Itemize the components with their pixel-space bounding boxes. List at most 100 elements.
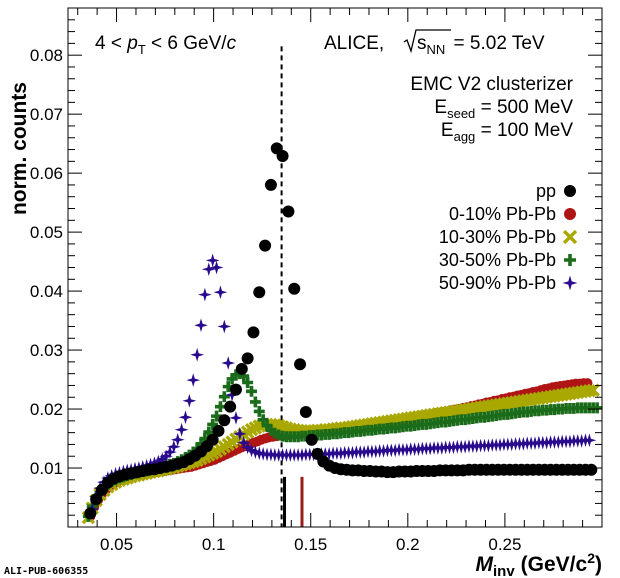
pt-label-pre: 4 < (95, 33, 127, 54)
legend-label: 10-30% Pb-Pb (439, 227, 556, 247)
data-point (224, 400, 237, 413)
eseed-sub: seed (447, 106, 475, 121)
data-point (206, 433, 219, 446)
legend-marker (562, 229, 578, 245)
data-point (259, 239, 272, 252)
data-point (221, 356, 236, 370)
alice-label-pre: ALICE, (324, 33, 384, 54)
data-point (248, 445, 263, 459)
alice-label-post: = 5.02 TeV (448, 33, 545, 54)
data-point (178, 410, 193, 425)
data-point (236, 435, 251, 450)
data-point (194, 318, 208, 333)
legend-marker (564, 208, 576, 220)
y-tick-label: 0.02 (30, 400, 63, 419)
data-point (205, 253, 220, 268)
data-point (582, 433, 597, 448)
sqrt-sign-icon (403, 29, 451, 54)
data-point (249, 396, 261, 408)
data-point (207, 418, 219, 430)
data-point (198, 287, 212, 302)
x-axis-title: Minv (GeV/c2) (475, 550, 602, 578)
legend: pp 0-10% Pb-Pb 10-30% Pb-Pb 30-50% Pb-Pb 50-… (439, 181, 578, 293)
pt-label-post: < 6 GeV/ (146, 33, 228, 54)
data-point (190, 347, 205, 362)
data-point (218, 391, 230, 403)
series-pp (84, 142, 598, 520)
y-tick-label: 0.06 (30, 164, 63, 183)
data-point (257, 414, 269, 426)
y-tick-label: 0.01 (30, 459, 63, 478)
x-tick-label: 0.2 (396, 535, 420, 554)
data-point (246, 385, 257, 397)
x-axis-title-main: M (475, 553, 493, 576)
legend-marker (564, 185, 576, 197)
y-tick-label: 0.03 (30, 341, 63, 360)
alice-label-s: s (417, 33, 427, 54)
eseed-label: Eseed = 500 MeV (434, 97, 573, 121)
data-point (163, 445, 177, 459)
y-tick-label: 0.04 (30, 282, 63, 301)
eagg-label: Eagg = 100 MeV (441, 120, 573, 144)
clusterizer-label: EMC V2 clusterizer (410, 74, 573, 95)
y-axis-title: norm. counts (8, 82, 31, 215)
data-point (213, 285, 228, 300)
x-axis-title-sub: inv (493, 563, 515, 578)
data-point (244, 443, 259, 458)
plot-area (81, 46, 603, 527)
data-point (235, 362, 248, 375)
data-point (253, 286, 266, 299)
data-point (209, 260, 224, 275)
data-point (84, 507, 97, 520)
data-point (288, 282, 301, 295)
data-point (166, 439, 181, 454)
data-point (186, 373, 201, 388)
alice-label-sub: NN (427, 42, 446, 57)
x-tick-label: 0.15 (294, 535, 327, 554)
y-tick-label: 0.05 (30, 223, 63, 242)
publication-id: ALI-PUB-606355 (4, 566, 88, 577)
data-point (212, 424, 225, 437)
data-point (586, 383, 600, 397)
x-axis-title-sup: 2 (587, 550, 595, 566)
x-axis-title-close: ) (595, 553, 602, 576)
pt-label-p: p (126, 33, 138, 54)
pt-label-c: c (227, 33, 237, 54)
legend-marker (562, 275, 578, 291)
eagg-post: = 100 MeV (475, 120, 573, 141)
data-point (299, 405, 312, 418)
pt-range-label: 4 < pT < 6 GeV/c (95, 33, 237, 57)
data-point (264, 178, 277, 191)
data-point (241, 352, 254, 365)
x-tick-label: 0.05 (100, 535, 133, 554)
y-tick-label: 0.08 (30, 46, 63, 65)
eagg-sub: agg (454, 129, 476, 144)
data-point (247, 326, 260, 339)
eseed-e: E (434, 97, 447, 118)
legend-label: pp (536, 181, 556, 201)
data-point (232, 426, 247, 441)
data-point (201, 262, 216, 277)
data-point (294, 358, 307, 371)
data-point (242, 377, 254, 388)
y-tick-label: 0.07 (30, 105, 63, 124)
data-point (170, 432, 185, 447)
svg-text:sNN = 5.02 TeV: sNN = 5.02 TeV (417, 33, 545, 57)
data-point (282, 205, 295, 218)
data-point (276, 150, 289, 163)
data-point (90, 493, 103, 506)
data-point (174, 422, 189, 437)
x-tick-label: 0.25 (488, 535, 521, 554)
pt-label-sub: T (138, 42, 146, 57)
data-point (214, 401, 226, 413)
axes: 0.05 0.1 0.15 0.2 0.25 0.01 0.02 0.03 0.04 0.05 0.… (30, 7, 603, 554)
legend-marker (564, 254, 576, 266)
eseed-post: = 500 MeV (475, 97, 573, 118)
data-point (218, 414, 231, 427)
data-point (182, 393, 197, 408)
data-point (159, 449, 173, 464)
data-point (229, 411, 243, 425)
data-point (155, 452, 170, 467)
legend-label: 50-90% Pb-Pb (439, 273, 556, 293)
x-tick-label: 0.1 (202, 535, 226, 554)
